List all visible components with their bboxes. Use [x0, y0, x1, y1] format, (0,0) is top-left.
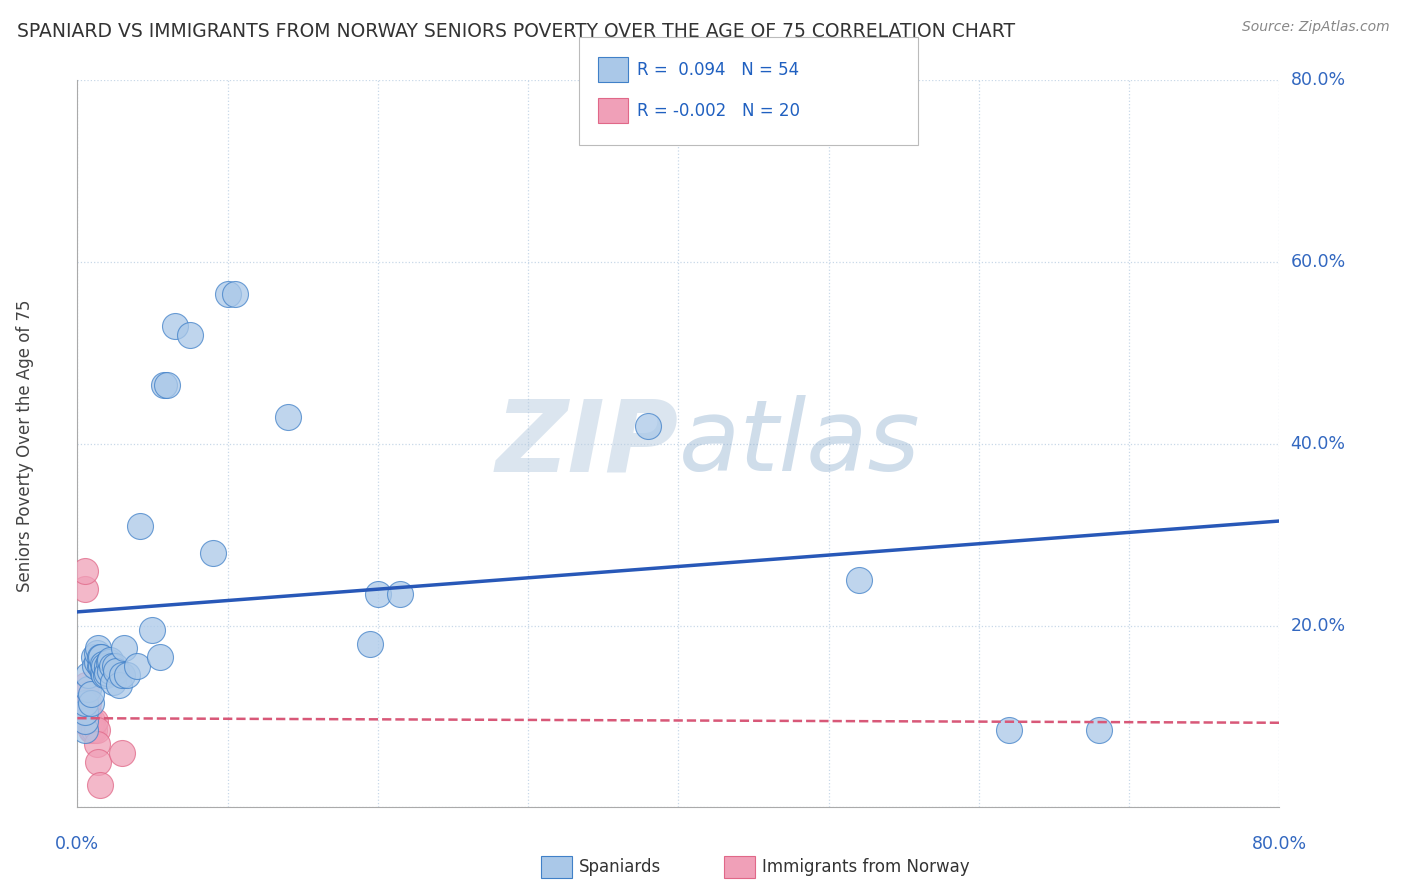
Point [100, 664, 122, 678]
Text: Immigrants from Norway: Immigrants from Norway [762, 858, 970, 876]
Point [82, 714, 104, 728]
Point [111, 668, 134, 682]
Point [76, 705, 98, 719]
Point [89, 650, 111, 665]
Point [83, 650, 105, 665]
Point [73, 705, 96, 719]
Point [72, 696, 94, 710]
Point [201, 546, 224, 560]
Point [108, 677, 131, 691]
Point [153, 377, 176, 392]
Text: Spaniards: Spaniards [579, 858, 661, 876]
Point [101, 659, 124, 673]
Point [998, 723, 1021, 737]
Point [848, 573, 870, 587]
Point [76, 668, 98, 682]
Point [86, 655, 108, 669]
Point [91, 657, 114, 671]
Point [96, 659, 118, 673]
Point [73, 714, 96, 728]
Point [72, 705, 94, 719]
Point [100, 653, 122, 667]
Point [105, 664, 128, 678]
Point [76, 682, 98, 697]
Point [111, 746, 134, 760]
Point [91, 665, 114, 680]
Point [84, 714, 107, 728]
Point [1088, 723, 1111, 737]
Point [86, 646, 108, 660]
Text: 40.0%: 40.0% [1291, 434, 1346, 453]
Text: Source: ZipAtlas.com: Source: ZipAtlas.com [1241, 20, 1389, 34]
Point [87, 641, 110, 656]
Point [73, 723, 96, 737]
Point [73, 696, 96, 710]
Point [163, 318, 186, 333]
Point [115, 668, 138, 682]
Point [75, 687, 97, 701]
Text: Seniors Poverty Over the Age of 75: Seniors Poverty Over the Age of 75 [17, 300, 34, 592]
Text: 0.0%: 0.0% [55, 835, 100, 853]
Point [90, 659, 112, 673]
Point [83, 723, 105, 737]
Point [87, 755, 110, 769]
Point [89, 659, 111, 673]
Text: 20.0%: 20.0% [1291, 616, 1346, 634]
Point [359, 637, 381, 651]
Point [129, 518, 152, 533]
Point [93, 659, 115, 673]
Point [96, 665, 118, 680]
Point [93, 668, 115, 682]
Point [84, 659, 107, 673]
Text: 60.0%: 60.0% [1291, 253, 1346, 271]
Point [103, 674, 125, 689]
Text: R =  0.094   N = 54: R = 0.094 N = 54 [637, 61, 799, 78]
Text: 80.0%: 80.0% [1291, 71, 1346, 89]
Point [156, 377, 179, 392]
Point [86, 723, 108, 737]
Point [94, 668, 117, 682]
Point [104, 659, 127, 673]
Point [389, 587, 412, 601]
Point [73, 582, 96, 597]
Point [90, 650, 112, 665]
Point [141, 623, 163, 637]
Text: ZIP: ZIP [495, 395, 679, 492]
Point [112, 641, 135, 656]
Point [637, 418, 659, 433]
Point [367, 587, 389, 601]
Point [179, 327, 201, 342]
Text: R = -0.002   N = 20: R = -0.002 N = 20 [637, 102, 800, 120]
Point [149, 650, 172, 665]
Point [217, 286, 239, 301]
Point [75, 677, 97, 691]
Text: SPANIARD VS IMMIGRANTS FROM NORWAY SENIORS POVERTY OVER THE AGE OF 75 CORRELATIO: SPANIARD VS IMMIGRANTS FROM NORWAY SENIO… [17, 22, 1015, 41]
Point [82, 723, 104, 737]
Point [73, 564, 96, 578]
Text: 80.0%: 80.0% [1251, 835, 1308, 853]
Point [89, 778, 111, 792]
Point [127, 659, 149, 673]
Point [86, 737, 108, 751]
Text: atlas: atlas [679, 395, 920, 492]
Point [72, 714, 94, 728]
Point [224, 286, 246, 301]
Point [80, 687, 103, 701]
Point [80, 696, 103, 710]
Point [277, 409, 299, 424]
Point [76, 696, 98, 710]
Point [80, 723, 103, 737]
Point [79, 714, 101, 728]
Point [97, 655, 120, 669]
